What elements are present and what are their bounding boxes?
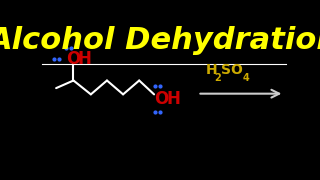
- Text: Alcohol Dehydration: Alcohol Dehydration: [0, 26, 320, 55]
- Text: H: H: [78, 50, 92, 68]
- Text: H: H: [166, 90, 180, 108]
- Text: H: H: [206, 63, 218, 77]
- Text: 2: 2: [215, 73, 221, 83]
- Text: O: O: [155, 90, 169, 108]
- Text: O: O: [66, 50, 80, 68]
- Text: 4: 4: [243, 73, 250, 83]
- Text: SO: SO: [220, 63, 243, 77]
